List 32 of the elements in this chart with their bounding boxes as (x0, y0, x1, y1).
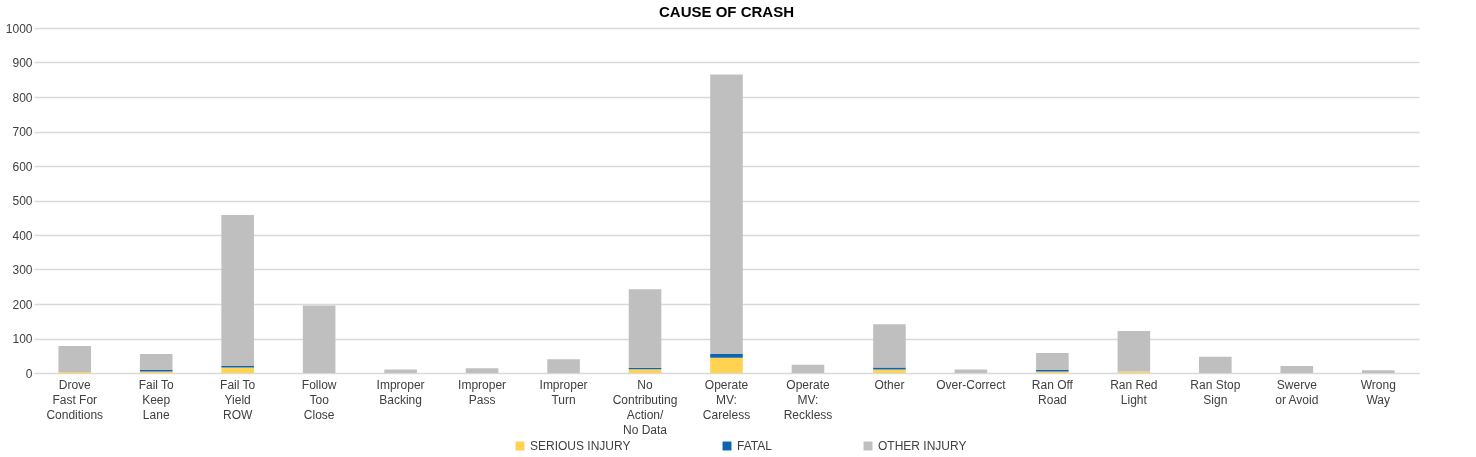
y-tick-label: 900 (12, 56, 33, 70)
chart-title: CAUSE OF CRASH (658, 3, 795, 20)
y-tick-label: 1000 (5, 21, 33, 36)
x-tick-label: No Contributing Action/ No Data (612, 377, 678, 437)
y-tick-label: 200 (12, 297, 33, 312)
x-tick-label: Follow Too Close (301, 377, 337, 422)
x-tick-label: Swerve or Avoid (1275, 377, 1319, 407)
y-tick-label: 400 (12, 228, 33, 243)
y-tick-label: 500 (12, 194, 33, 208)
legend-label: OTHER INJURY (878, 439, 967, 453)
y-tick-label: 100 (12, 332, 33, 346)
x-tick-label: Wrong Way (1360, 377, 1396, 407)
x-tick-label: Drove Fast For Conditions (46, 377, 104, 422)
x-tick-label: Improper Turn (539, 377, 588, 407)
y-tick-label: 600 (12, 159, 33, 174)
legend-label: FATAL (737, 439, 773, 453)
y-tick-label: 300 (12, 263, 33, 277)
x-tick-label: Ran Stop Sign (1190, 377, 1241, 407)
x-tick-label: Fail To Yield ROW (220, 377, 256, 422)
x-tick-label: Operate MV: Reckless (783, 377, 833, 422)
x-tick-label: Over-Correct (936, 377, 1007, 392)
x-tick-label: Fail To Keep Lane (138, 377, 175, 422)
y-tick-label: 0 (25, 366, 33, 381)
x-tick-label: Ran Red Light (1110, 377, 1158, 407)
y-tick-label: 700 (12, 125, 33, 139)
legend-label: SERIOUS INJURY (530, 439, 631, 453)
x-tick-label: Improper Backing (376, 377, 425, 407)
x-tick-label: Other (874, 377, 905, 392)
y-tick-label: 800 (12, 90, 33, 105)
x-tick-label: Improper Pass (458, 377, 507, 407)
x-tick-label: Ran Off Road (1031, 377, 1074, 407)
x-tick-label: Operate MV: Careless (702, 377, 751, 422)
